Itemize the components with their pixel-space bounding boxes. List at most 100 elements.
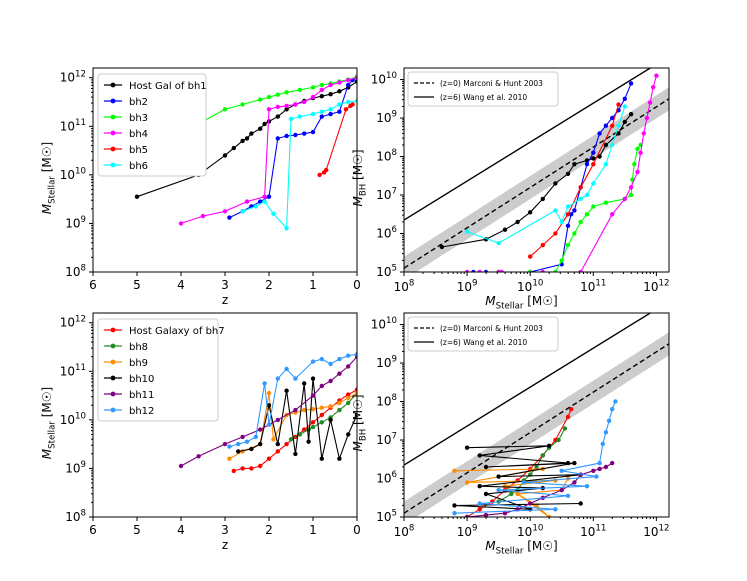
- x-tick-label: 1011: [580, 279, 606, 294]
- data-point: [328, 404, 333, 409]
- x-tick-label: 0: [353, 523, 361, 537]
- data-point: [515, 219, 520, 225]
- legend-label: bh10: [129, 374, 154, 385]
- data-point: [328, 92, 333, 97]
- data-point: [528, 254, 533, 259]
- data-point: [275, 417, 280, 423]
- data-point: [328, 378, 333, 384]
- data-point: [178, 221, 184, 226]
- x-tick-label: 1012: [643, 524, 669, 539]
- data-point: [222, 107, 228, 112]
- legend-label: bh3: [129, 113, 148, 124]
- y-tick-label-exp: 9: [392, 110, 398, 120]
- data-point: [266, 456, 272, 461]
- data-point: [477, 507, 482, 512]
- relation-line-marconi-hunt: [404, 343, 669, 514]
- y-tick-label-exp: 9: [392, 355, 398, 365]
- data-point: [346, 395, 351, 401]
- y-tick-label-exp: 6: [392, 470, 398, 480]
- y-tick-label: 109: [376, 110, 397, 125]
- data-point: [319, 94, 324, 99]
- data-point: [569, 212, 574, 217]
- data-point: [262, 121, 267, 127]
- y-tick-label-exp: 12: [75, 314, 86, 324]
- x-axis-label: MStellar [M☉]: [485, 294, 557, 312]
- data-point: [266, 403, 272, 408]
- legend-label: bh4: [129, 129, 148, 140]
- data-point: [622, 119, 627, 125]
- data-point: [275, 136, 280, 141]
- data-point: [244, 439, 250, 444]
- y-tick-label: 1010: [371, 71, 397, 86]
- x-tick-label-base: 10: [517, 525, 532, 539]
- y-tick-label-base: 10: [65, 510, 80, 524]
- x-tick-label: 1010: [517, 524, 543, 539]
- x-axis-label-unit: [M☉]: [523, 294, 557, 308]
- x-tick-label-exp: 9: [472, 524, 478, 534]
- x-tick-label-exp: 10: [532, 524, 543, 534]
- series-line-bh4: [467, 75, 657, 272]
- series-line-bh1: [441, 113, 632, 248]
- data-point: [284, 90, 289, 95]
- y-axis-label-main: M: [40, 203, 54, 214]
- data-point: [509, 491, 514, 497]
- legend-box: [97, 73, 207, 177]
- legend-marker: [110, 375, 116, 381]
- legend-label: bh6: [129, 161, 148, 172]
- data-point: [310, 85, 316, 90]
- x-tick-label-exp: 11: [595, 524, 606, 534]
- x-axis-label-sub: Stellar: [496, 302, 524, 312]
- data-point: [297, 87, 302, 93]
- data-point: [606, 418, 612, 423]
- data-point: [337, 407, 342, 413]
- data-point: [337, 356, 342, 362]
- y-tick-label-exp: 7: [392, 187, 398, 197]
- x-tick-label: 6: [89, 523, 97, 537]
- data-point: [284, 226, 289, 231]
- data-point: [572, 480, 577, 485]
- data-point: [293, 102, 298, 107]
- data-point: [578, 219, 583, 225]
- data-point: [641, 131, 646, 136]
- data-point: [337, 109, 342, 114]
- data-point: [616, 131, 621, 136]
- data-point: [464, 229, 470, 234]
- y-tick-label-base: 10: [65, 265, 80, 279]
- data-point: [562, 426, 568, 431]
- y-axis-label-unit: [M☉]: [40, 387, 54, 421]
- axes-frame: [403, 67, 670, 273]
- data-point: [597, 154, 602, 159]
- data-point: [591, 156, 596, 161]
- data-point: [284, 366, 289, 372]
- relation-line-wang: [404, 313, 652, 466]
- data-point: [253, 204, 258, 209]
- legend-marker: [110, 146, 116, 152]
- x-tick-label-exp: 12: [659, 524, 670, 534]
- y-tick-label-base: 10: [371, 318, 386, 332]
- data-point: [546, 443, 552, 448]
- data-point: [227, 456, 232, 461]
- x-tick-label: 109: [457, 524, 478, 539]
- data-point: [464, 445, 470, 450]
- data-point: [346, 77, 351, 83]
- y-axis-label-sub: BH: [359, 429, 369, 441]
- data-point: [271, 437, 276, 442]
- data-point: [337, 89, 342, 94]
- data-point: [628, 81, 634, 86]
- data-point: [490, 499, 495, 504]
- data-point: [302, 381, 307, 386]
- data-point: [302, 131, 307, 136]
- data-point: [319, 456, 324, 461]
- series-line-bh10: [238, 378, 357, 461]
- data-point: [310, 94, 316, 100]
- x-tick-label-exp: 9: [472, 279, 478, 289]
- x-tick-label-base: 10: [517, 280, 532, 294]
- data-point: [610, 460, 615, 466]
- data-point: [354, 98, 357, 104]
- data-point: [284, 107, 289, 112]
- x-tick-label-exp: 12: [659, 279, 670, 289]
- data-point: [319, 412, 324, 418]
